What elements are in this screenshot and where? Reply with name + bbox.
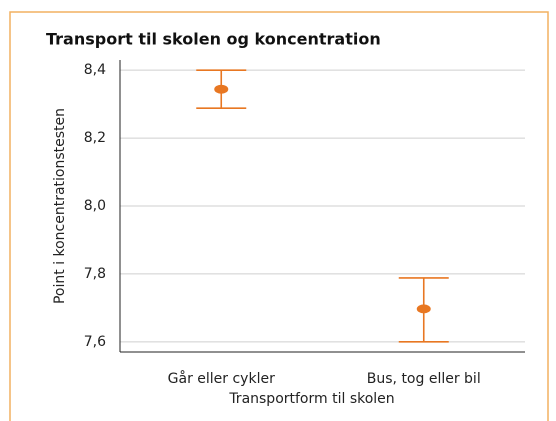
chart-title: Transport til skolen og koncentration	[46, 30, 381, 49]
frame	[9, 11, 549, 421]
x-tick-label: Bus, tog eller bil	[367, 371, 481, 387]
x-tick-label: Går eller cykler	[168, 370, 275, 387]
y-axis-title: Point i koncentrationstesten	[52, 108, 68, 304]
mean-point	[214, 84, 229, 94]
y-tick-label: 7,8	[84, 266, 106, 282]
y-tick-label: 7,6	[84, 334, 106, 350]
y-tick-label: 8,0	[84, 198, 106, 214]
mean-point	[416, 304, 431, 314]
x-axis-title: Transportform til skolen	[228, 391, 394, 407]
y-tick-label: 8,4	[84, 62, 106, 78]
y-tick-label: 8,2	[84, 130, 106, 146]
